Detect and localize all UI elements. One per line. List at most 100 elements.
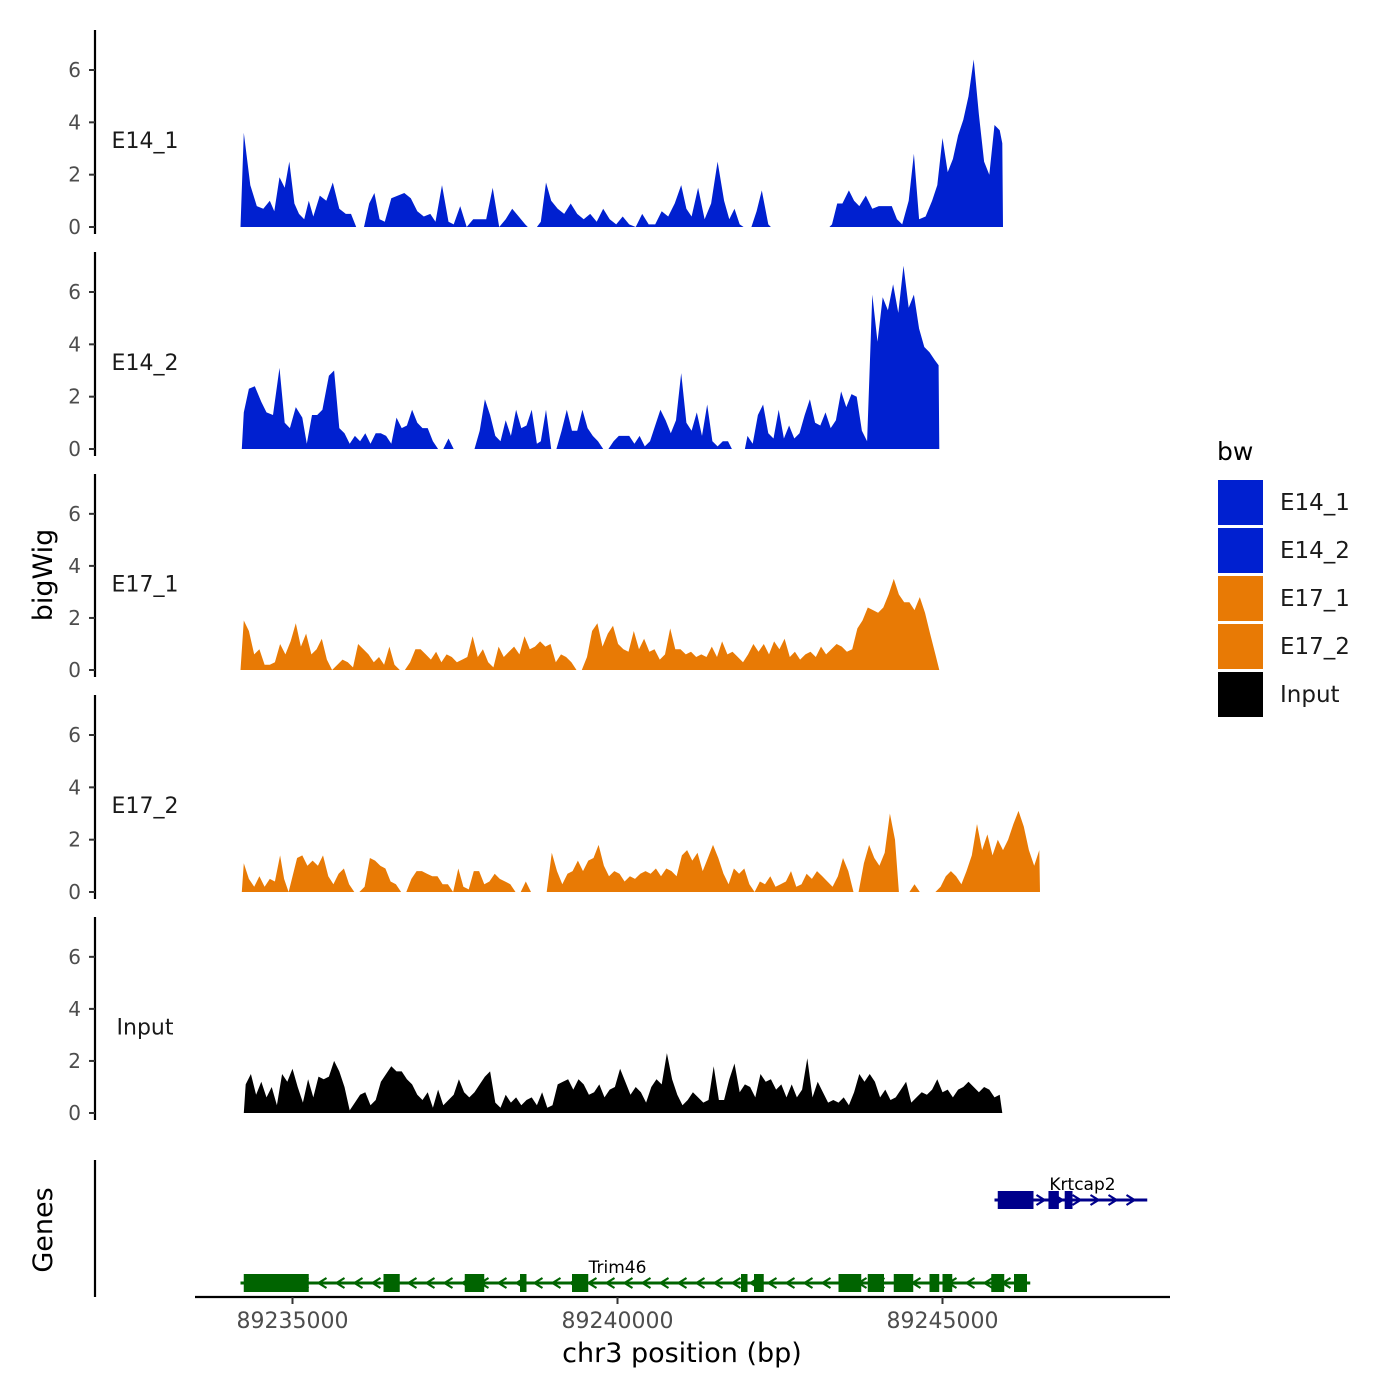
gene-Krtcap2: Krtcap2: [994, 1175, 1148, 1209]
track-E17_1: 0 2 4 6 E17_1: [68, 474, 940, 682]
legend-swatch: [1218, 624, 1263, 669]
strand-chevron: [316, 1277, 328, 1289]
track-E14_2: 0 2 4 6 E14_2: [68, 252, 940, 461]
strand-chevron: [406, 1277, 418, 1289]
y-tick-label: 2: [68, 606, 81, 630]
y-tick-label: 0: [68, 658, 81, 682]
gene-exon: [929, 1274, 940, 1292]
strand-chevron: [1071, 1194, 1083, 1206]
strand-chevron: [982, 1277, 994, 1289]
y-tick-label: 6: [68, 58, 81, 82]
strand-chevron: [1089, 1194, 1101, 1206]
strand-chevron: [334, 1277, 346, 1289]
y-tick-label: 2: [68, 1049, 81, 1073]
y-tick-label: 4: [68, 997, 81, 1021]
strand-chevron: [730, 1277, 742, 1289]
track-label: E17_2: [112, 794, 179, 819]
gene-exon: [754, 1274, 764, 1292]
gene-label: Krtcap2: [1049, 1175, 1115, 1195]
x-tick-label: 89235000: [237, 1309, 349, 1334]
strand-chevron: [640, 1277, 652, 1289]
strand-chevron: [442, 1277, 454, 1289]
y-tick-label: 6: [68, 945, 81, 969]
track-label: Input: [117, 1016, 174, 1041]
strand-chevron: [694, 1277, 706, 1289]
strand-chevron: [352, 1277, 364, 1289]
gene-Trim46: Trim46: [240, 1258, 1031, 1292]
y-tick-label: 0: [68, 215, 81, 239]
gene-exon: [243, 1274, 309, 1292]
y-tick-label: 4: [68, 554, 81, 578]
legend-label: E14_2: [1280, 538, 1350, 564]
y-tick-label: 4: [68, 332, 81, 356]
strand-chevron: [370, 1277, 382, 1289]
strand-chevron: [496, 1277, 508, 1289]
strand-chevron: [784, 1277, 796, 1289]
gene-exon: [741, 1274, 748, 1292]
y-axis-title: bigWig: [28, 529, 59, 622]
y-tick-label: 4: [68, 110, 81, 134]
y-tick-label: 2: [68, 385, 81, 409]
gene-exon: [893, 1274, 914, 1292]
gene-exon: [520, 1274, 527, 1292]
strand-chevron: [1107, 1194, 1119, 1206]
strand-chevron: [964, 1277, 976, 1289]
legend-label: Input: [1280, 682, 1340, 708]
legend-label: E17_2: [1280, 634, 1350, 660]
legend-title: bw: [1217, 437, 1253, 466]
gene-exon: [838, 1274, 862, 1292]
y-tick-label: 6: [68, 280, 81, 304]
gene-label: Trim46: [588, 1258, 647, 1278]
genes-track: Krtcap2 Trim46: [93, 1160, 1148, 1297]
legend-swatch: [1218, 672, 1263, 717]
y-tick-label: 6: [68, 723, 81, 747]
x-tick-label: 89240000: [562, 1309, 674, 1334]
x-axis: 89235000 89240000 89245000: [195, 1295, 1170, 1334]
legend-label: E14_1: [1280, 490, 1350, 516]
strand-chevron: [1125, 1194, 1137, 1206]
y-tick-label: 0: [68, 880, 81, 904]
signal-area-E14_1: [240, 59, 1003, 227]
gene-exon: [997, 1191, 1034, 1209]
legend-swatch: [1218, 480, 1263, 525]
track-E14_1: 0 2 4 6 E14_1: [68, 30, 1003, 239]
y-tick-label: 2: [68, 828, 81, 852]
strand-chevron: [532, 1277, 544, 1289]
strand-chevron: [550, 1277, 562, 1289]
x-tick-label: 89245000: [887, 1309, 999, 1334]
track-label: E14_2: [112, 351, 179, 376]
gene-exon: [464, 1274, 485, 1292]
gene-exon: [867, 1274, 884, 1292]
y-tick-label: 0: [68, 437, 81, 461]
track-E17_2: 0 2 4 6 E17_2: [68, 695, 1041, 904]
gene-exon: [1014, 1274, 1027, 1292]
track-label: E14_1: [112, 129, 179, 154]
strand-chevron: [766, 1277, 778, 1289]
strand-chevron: [424, 1277, 436, 1289]
strand-chevron: [820, 1277, 832, 1289]
track-label: E17_1: [112, 573, 179, 598]
strand-chevron: [676, 1277, 688, 1289]
signal-area-E17_2: [241, 810, 1041, 892]
legend-label: E17_1: [1280, 586, 1350, 612]
y-tick-label: 6: [68, 502, 81, 526]
y-tick-label: 0: [68, 1101, 81, 1125]
y-tick-label: 2: [68, 163, 81, 187]
gene-exon: [572, 1274, 589, 1292]
legend-swatch: [1218, 528, 1263, 573]
gene-exon: [942, 1274, 953, 1292]
x-axis-title: chr3 position (bp): [562, 1338, 802, 1369]
y-tick-label: 4: [68, 775, 81, 799]
strand-chevron: [1035, 1194, 1047, 1206]
track-Input: 0 2 4 6 Input: [68, 917, 1003, 1125]
strand-chevron: [658, 1277, 670, 1289]
strand-chevron: [802, 1277, 814, 1289]
strand-chevron: [604, 1277, 616, 1289]
gene-exon: [1048, 1191, 1059, 1209]
strand-chevron: [622, 1277, 634, 1289]
legend-swatch: [1218, 576, 1263, 621]
signal-area-E14_2: [241, 265, 940, 449]
strand-chevron: [586, 1277, 598, 1289]
signal-tracks: 0 2 4 6 E14_1 0 2 4 6 E14_2 0 2 4 6 E17_1 0 2 4 6 E17_2 0 2 4 6…: [68, 30, 1041, 1125]
